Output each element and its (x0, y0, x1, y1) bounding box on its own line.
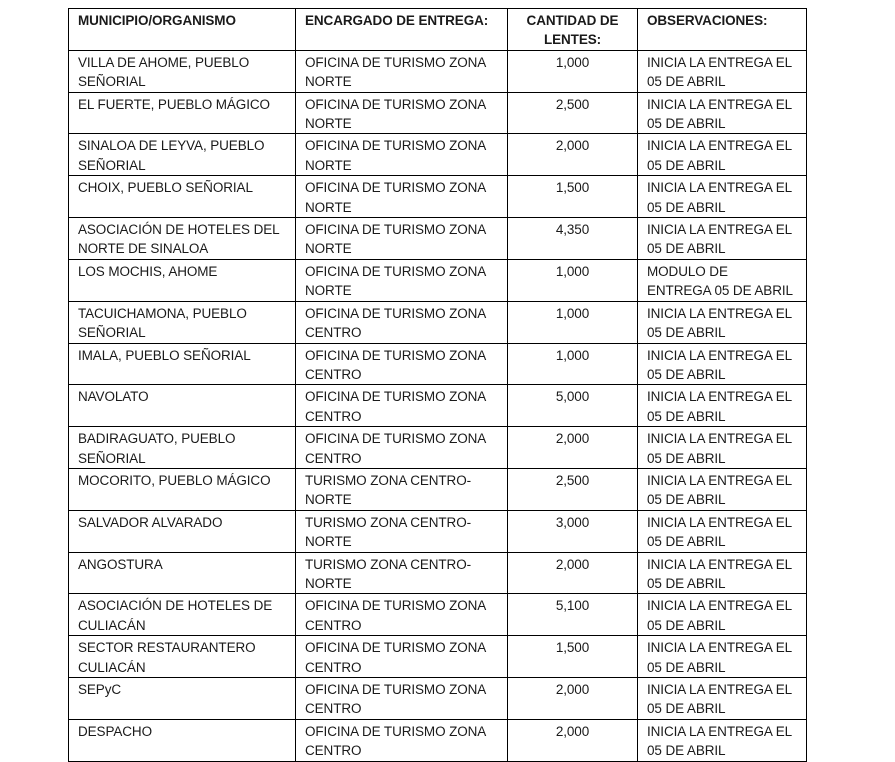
cell-cantidad: 1,500 (507, 175, 638, 219)
cell-municipio: EL FUERTE, PUEBLO MÁGICO (68, 91, 296, 135)
cell-encargado: OFICINA DE TURISMO ZONA CENTRO (295, 718, 508, 762)
cell-municipio: BADIRAGUATO, PUEBLO SEÑORIAL (68, 426, 296, 469)
table-row: SEPyC OFICINA DE TURISMO ZONA CENTRO 2,000… (68, 677, 807, 720)
cell-municipio: DESPACHO (68, 718, 296, 762)
cell-cantidad: 2,000 (507, 677, 638, 720)
cell-municipio: LOS MOCHIS, AHOME (68, 258, 296, 302)
cell-municipio: ASOCIACIÓN DE HOTELES DEL NORTE DE SINAL… (68, 217, 296, 260)
cell-observaciones: INICIA LA ENTREGA EL 05 DE ABRIL (637, 217, 807, 260)
cell-cantidad: 2,000 (507, 718, 638, 762)
cell-municipio: NAVOLATO (68, 384, 296, 428)
cell-encargado: TURISMO ZONA CENTRO- NORTE (295, 551, 508, 595)
table-row: VILLA DE AHOME, PUEBLO SEÑORIAL OFICINA D… (68, 49, 807, 93)
cell-encargado: OFICINA DE TURISMO ZONA CENTRO (295, 677, 508, 720)
table-row: SINALOA DE LEYVA, PUEBLO SEÑORIAL OFICINA… (68, 133, 807, 177)
cell-municipio: ANGOSTURA (68, 551, 296, 595)
table-row: ANGOSTURA TURISMO ZONA CENTRO- NORTE 2,000… (68, 551, 807, 595)
cell-observaciones: INICIA LA ENTREGA EL 05 DE ABRIL (637, 384, 807, 428)
cell-municipio: CHOIX, PUEBLO SEÑORIAL (68, 175, 296, 219)
cell-observaciones: INICIA LA ENTREGA EL 05 DE ABRIL (637, 300, 807, 344)
cell-encargado: OFICINA DE TURISMO ZONA NORTE (295, 175, 508, 219)
table-row: IMALA, PUEBLO SEÑORIAL OFICINA DE TURISMO… (68, 342, 807, 386)
table-row: CHOIX, PUEBLO SEÑORIAL OFICINA DE TURISMO… (68, 175, 807, 219)
cell-observaciones: INICIA LA ENTREGA EL 05 DE ABRIL (637, 133, 807, 177)
cell-observaciones: INICIA LA ENTREGA EL 05 DE ABRIL (637, 635, 807, 678)
table-row: SECTOR RESTAURANTERO CULIACÁN OFICINA DE … (68, 635, 807, 678)
header-row: MUNICIPIO/ORGANISMO ENCARGADO DE ENTREGA… (68, 8, 807, 51)
cell-cantidad: 1,000 (507, 258, 638, 302)
table-row: MOCORITO, PUEBLO MÁGICO TURISMO ZONA CENT… (68, 467, 807, 511)
cell-municipio: MOCORITO, PUEBLO MÁGICO (68, 467, 296, 511)
cell-municipio: TACUICHAMONA, PUEBLO SEÑORIAL (68, 300, 296, 344)
cell-cantidad: 5,000 (507, 384, 638, 428)
cell-cantidad: 2,500 (507, 91, 638, 135)
cell-encargado: OFICINA DE TURISMO ZONA NORTE (295, 217, 508, 260)
col-header-encargado: ENCARGADO DE ENTREGA: (295, 8, 508, 51)
col-header-municipio: MUNICIPIO/ORGANISMO (68, 8, 296, 51)
col-header-cantidad: CANTIDAD DE LENTES: (507, 8, 638, 51)
table-row: LOS MOCHIS, AHOME OFICINA DE TURISMO ZONA… (68, 258, 807, 302)
table-row: NAVOLATO OFICINA DE TURISMO ZONA CENTRO 5,… (68, 384, 807, 428)
table-row: BADIRAGUATO, PUEBLO SEÑORIAL OFICINA DE T… (68, 426, 807, 469)
cell-municipio: SECTOR RESTAURANTERO CULIACÁN (68, 635, 296, 678)
cell-cantidad: 1,000 (507, 49, 638, 93)
cell-observaciones: MODULO DE ENTREGA 05 DE ABRIL (637, 258, 807, 302)
cell-cantidad: 1,000 (507, 342, 638, 386)
cell-municipio: VILLA DE AHOME, PUEBLO SEÑORIAL (68, 49, 296, 93)
cell-encargado: OFICINA DE TURISMO ZONA CENTRO (295, 635, 508, 678)
cell-municipio: IMALA, PUEBLO SEÑORIAL (68, 342, 296, 386)
cell-municipio: SEPyC (68, 677, 296, 720)
col-header-observaciones: OBSERVACIONES: (637, 8, 807, 51)
table-row: SALVADOR ALVARADO TURISMO ZONA CENTRO- NO… (68, 509, 807, 553)
cell-observaciones: INICIA LA ENTREGA EL 05 DE ABRIL (637, 551, 807, 595)
cell-cantidad: 2,000 (507, 426, 638, 469)
table-row: ASOCIACIÓN DE HOTELES DE CULIACÁN OFICINA… (68, 593, 807, 637)
cell-encargado: OFICINA DE TURISMO ZONA NORTE (295, 258, 508, 302)
cell-encargado: OFICINA DE TURISMO ZONA NORTE (295, 91, 508, 135)
cell-encargado: OFICINA DE TURISMO ZONA CENTRO (295, 426, 508, 469)
cell-cantidad: 2,500 (507, 467, 638, 511)
cell-encargado: OFICINA DE TURISMO ZONA CENTRO (295, 384, 508, 428)
cell-cantidad: 5,100 (507, 593, 638, 637)
cell-observaciones: INICIA LA ENTREGA EL 05 DE ABRIL (637, 426, 807, 469)
cell-municipio: SALVADOR ALVARADO (68, 509, 296, 553)
cell-observaciones: INICIA LA ENTREGA EL 05 DE ABRIL (637, 342, 807, 386)
cell-cantidad: 4,350 (507, 217, 638, 260)
cell-encargado: OFICINA DE TURISMO ZONA NORTE (295, 133, 508, 177)
cell-observaciones: INICIA LA ENTREGA EL 05 DE ABRIL (637, 677, 807, 720)
cell-observaciones: INICIA LA ENTREGA EL 05 DE ABRIL (637, 718, 807, 762)
cell-cantidad: 2,000 (507, 133, 638, 177)
cell-observaciones: INICIA LA ENTREGA EL 05 DE ABRIL (637, 509, 807, 553)
delivery-table: MUNICIPIO/ORGANISMO ENCARGADO DE ENTREGA… (68, 8, 807, 762)
cell-cantidad: 1,000 (507, 300, 638, 344)
cell-encargado: OFICINA DE TURISMO ZONA CENTRO (295, 593, 508, 637)
cell-municipio: SINALOA DE LEYVA, PUEBLO SEÑORIAL (68, 133, 296, 177)
table-body: VILLA DE AHOME, PUEBLO SEÑORIAL OFICINA D… (68, 49, 807, 762)
cell-cantidad: 1,500 (507, 635, 638, 678)
table-row: ASOCIACIÓN DE HOTELES DEL NORTE DE SINAL… (68, 217, 807, 260)
table-row: DESPACHO OFICINA DE TURISMO ZONA CENTRO 2,… (68, 718, 807, 762)
table-row: TACUICHAMONA, PUEBLO SEÑORIAL OFICINA DE … (68, 300, 807, 344)
cell-observaciones: INICIA LA ENTREGA EL 05 DE ABRIL (637, 49, 807, 93)
cell-encargado: TURISMO ZONA CENTRO- NORTE (295, 467, 508, 511)
cell-encargado: OFICINA DE TURISMO ZONA NORTE (295, 49, 508, 93)
cell-municipio: ASOCIACIÓN DE HOTELES DE CULIACÁN (68, 593, 296, 637)
cell-observaciones: INICIA LA ENTREGA EL 05 DE ABRIL (637, 467, 807, 511)
cell-cantidad: 3,000 (507, 509, 638, 553)
cell-cantidad: 2,000 (507, 551, 638, 595)
cell-observaciones: INICIA LA ENTREGA EL 05 DE ABRIL (637, 593, 807, 637)
document-page: MUNICIPIO/ORGANISMO ENCARGADO DE ENTREGA… (68, 8, 807, 762)
cell-observaciones: INICIA LA ENTREGA EL 05 DE ABRIL (637, 91, 807, 135)
cell-encargado: TURISMO ZONA CENTRO- NORTE (295, 509, 508, 553)
cell-encargado: OFICINA DE TURISMO ZONA CENTRO (295, 342, 508, 386)
table-row: EL FUERTE, PUEBLO MÁGICO OFICINA DE TURIS… (68, 91, 807, 135)
cell-observaciones: INICIA LA ENTREGA EL 05 DE ABRIL (637, 175, 807, 219)
cell-encargado: OFICINA DE TURISMO ZONA CENTRO (295, 300, 508, 344)
